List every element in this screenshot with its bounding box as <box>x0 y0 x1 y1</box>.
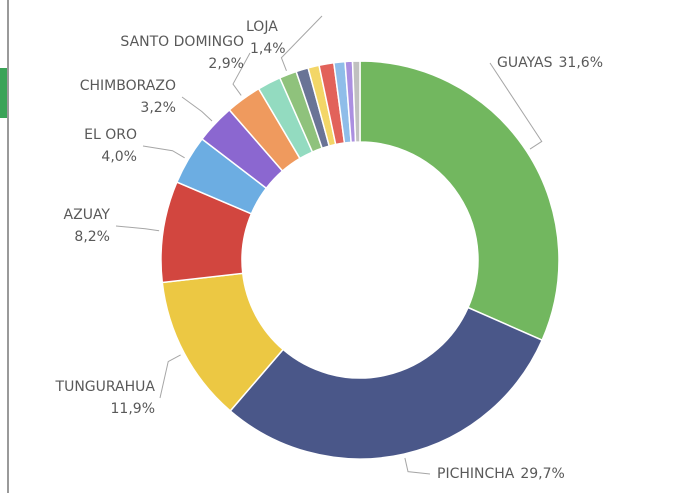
slice-value-label: 1,4% <box>250 41 286 57</box>
leader-line <box>232 52 251 96</box>
slice-value-label: 8,2% <box>74 229 110 245</box>
slice-label: TUNGURAHUA <box>55 379 156 395</box>
leader-line <box>489 62 543 150</box>
leader-line <box>404 457 431 475</box>
slice-label: SANTO DOMINGO <box>120 34 244 50</box>
donut-slice <box>229 306 544 460</box>
slice-label: PICHINCHA <box>437 466 515 482</box>
slice-value-label: 11,9% <box>111 401 155 417</box>
donut-slice <box>351 60 361 143</box>
donut-slice <box>359 60 560 342</box>
slice-label: AZUAY <box>64 207 111 223</box>
leader-line <box>280 15 323 71</box>
slice-value-label: 4,0% <box>101 149 137 165</box>
leader-line <box>159 354 181 399</box>
side-tab <box>0 68 7 118</box>
slice-value-label: 2,9% <box>208 56 244 72</box>
slice-label: GUAYAS <box>497 55 553 71</box>
slice-value-label: 31,6% <box>559 55 603 71</box>
slice-value-label: 3,2% <box>140 100 176 116</box>
leader-line <box>142 145 185 159</box>
slice-value-label: 29,7% <box>520 466 564 482</box>
slice-label: EL ORO <box>84 127 137 143</box>
slice-label: LOJA <box>246 19 278 35</box>
leader-line <box>181 96 213 122</box>
leader-line <box>115 225 160 232</box>
slice-label: CHIMBORAZO <box>80 78 176 94</box>
